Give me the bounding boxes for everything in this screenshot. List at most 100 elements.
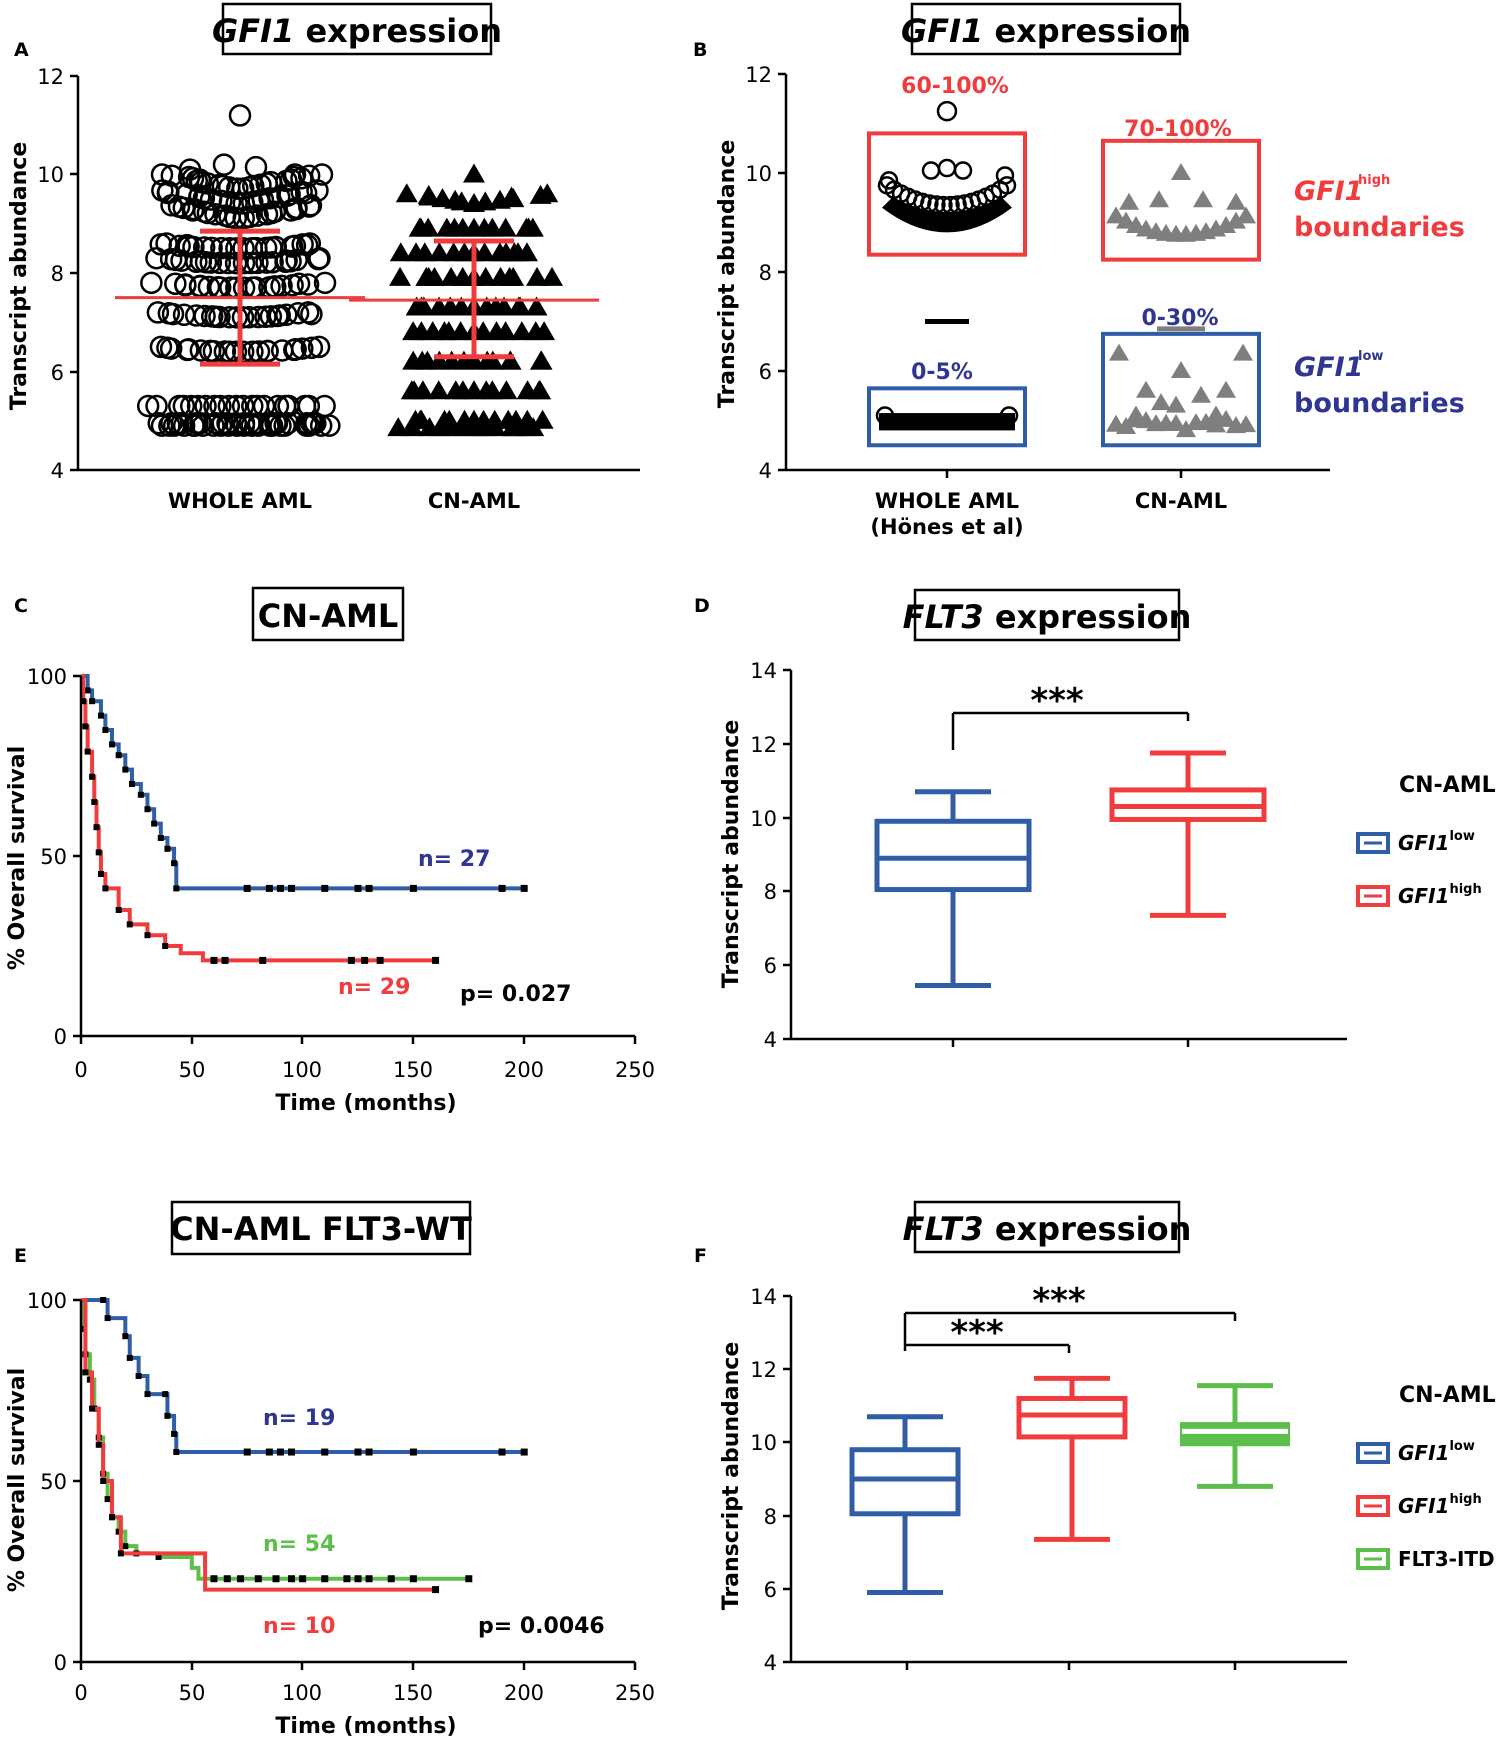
panel-a-circle-point	[150, 163, 174, 186]
panel-a-letter: A	[14, 39, 29, 61]
panel-e-x-tick-label: 200	[504, 1681, 544, 1705]
panel-f-y-tick-label: 8	[764, 1505, 777, 1529]
panel-c-censor-mark	[498, 884, 506, 892]
panel-b-triangle-point	[1206, 405, 1226, 423]
panel-a-triangle-point	[530, 350, 553, 370]
panel-d-y-tick-label: 6	[764, 954, 777, 978]
panel-a-circle-point	[270, 274, 293, 298]
panel-b-whole-low-label: 0-5%	[911, 360, 973, 385]
panel-a-circle-point	[228, 104, 252, 127]
panel-e-y-tick-label: 50	[40, 1470, 67, 1494]
panel-a-triangle-point	[515, 242, 538, 262]
panel-e-title-box	[170, 1200, 472, 1256]
panel-c-survival-curve	[81, 674, 436, 963]
panel-a-circle-point	[208, 305, 231, 329]
panel-b-circle-point	[999, 406, 1019, 425]
panel-b-low-boundaries: boundaries	[1294, 388, 1465, 419]
panel-c-x-axis-title: Time (months)	[275, 1091, 456, 1116]
panel-a-triangle-point	[499, 350, 522, 370]
panel-a-circle-point	[189, 339, 213, 362]
panel-a-circle-point	[164, 272, 187, 295]
panel-a-triangle-point	[494, 321, 517, 341]
panel-a-triangle-point	[473, 242, 496, 262]
panel-f-title-box	[913, 1200, 1181, 1254]
panel-b-triangle-point	[1119, 192, 1139, 210]
panel-c-event-mark	[89, 773, 96, 780]
panel-e-series-label: n= 10	[263, 1614, 335, 1639]
panel-a-circle-point	[263, 200, 287, 223]
panel-b-high-word: GFI1	[1294, 176, 1363, 207]
panel-c-censor-mark	[354, 884, 362, 892]
panel-e-event-mark	[164, 1412, 171, 1419]
panel-b-circle-point	[995, 166, 1015, 185]
panel-c-censor-mark	[347, 956, 355, 964]
panel-f-box	[1180, 1422, 1290, 1447]
panel-a-triangle-point	[500, 186, 523, 206]
panel-a-circle-point	[199, 251, 223, 274]
panel-b-triangle-point	[1236, 206, 1256, 224]
panel-b-triangle-point	[1171, 163, 1191, 180]
panel-a-circle-point	[193, 304, 216, 328]
panel-c-y-tick-label: 0	[54, 1025, 67, 1049]
panel-a-circle-point	[285, 248, 308, 272]
panel-b-boundary-box	[1101, 138, 1261, 262]
panel-e-event-mark	[104, 1315, 111, 1322]
panel-a-circle-point	[179, 394, 203, 418]
panel-a-circle-point	[296, 301, 320, 324]
panel-d-legend-label: GFI1low	[1398, 829, 1475, 855]
panel-d-legend-swatch	[1356, 885, 1390, 907]
panel-a-circle-point	[136, 394, 160, 418]
panel-a-circle-point	[196, 172, 220, 195]
panel-c-event-mark	[122, 766, 129, 773]
panel-b-triangle-point	[1149, 190, 1169, 208]
panel-b-high-boundaries: boundaries	[1294, 212, 1465, 243]
panel-a-circle-point	[194, 394, 217, 418]
panel-d-y-axis-title: Transcript abundance	[719, 720, 744, 989]
panel-b-triangle-point	[1226, 192, 1246, 210]
panel-c-censor-mark	[259, 956, 267, 964]
panel-e-event-mark	[100, 1478, 107, 1484]
panel-b-low-sup: low	[1358, 349, 1383, 364]
panel-a-circle-point	[300, 336, 324, 360]
panel-b-boundary-box	[867, 131, 1027, 257]
panel-c-censor-mark	[265, 884, 273, 892]
panel-e-censor-mark	[365, 1448, 373, 1456]
panel-d-y-tick-label: 10	[750, 807, 777, 831]
panel-a-triangle-point	[494, 217, 517, 237]
panel-c-censor-mark	[520, 884, 528, 892]
panel-e-event-mark	[173, 1449, 180, 1456]
panel-a-circle-point	[247, 340, 271, 363]
panel-a-circle-point	[168, 234, 191, 258]
panel-e-event-mark	[162, 1391, 169, 1398]
panel-e-event-mark	[122, 1333, 129, 1340]
panel-e-censor-mark	[272, 1575, 280, 1583]
panel-d-legend-label: GFI1high	[1398, 882, 1482, 908]
panel-a-circle-point	[246, 204, 269, 227]
panel-f-y-tick-label: 12	[750, 1358, 777, 1382]
panel-e-censor-mark	[254, 1575, 262, 1583]
panel-e-event-mark	[89, 1405, 96, 1412]
panel-d-title: FLT3 expression	[903, 598, 1192, 636]
panel-b-letter: B	[693, 39, 707, 61]
panel-c-event-mark	[97, 712, 104, 719]
panel-c-event-mark	[171, 860, 178, 867]
panel-b-triangle-point	[1116, 417, 1136, 435]
panel-b-cn-high-label: 70-100%	[1124, 117, 1232, 142]
panel-a: A GFI1 expression Transcript abundance 1…	[7, 2, 640, 513]
panel-a-circle-point	[284, 338, 307, 361]
panel-e-event-mark	[117, 1550, 124, 1557]
panel-a-circle-point	[241, 394, 264, 418]
panel-f-letter: F	[694, 1245, 707, 1267]
panel-e-plot	[80, 1297, 528, 1594]
panel-b-circle-point	[953, 161, 973, 180]
panel-a-circle-point	[174, 274, 197, 297]
panel-c-event-mark	[162, 943, 169, 949]
panel-b-title-box	[910, 2, 1182, 56]
panel-a-triangle-point	[409, 217, 432, 237]
panel-a-triangle-point	[540, 266, 563, 286]
panel-c-censor-mark	[221, 956, 229, 964]
panel-d: D FLT3 expression Transcript abundance 1…	[694, 588, 1496, 1052]
panel-a-title-box	[221, 2, 493, 56]
panel-d-plot	[874, 750, 1267, 988]
panel-f-legend-label: GFI1high	[1398, 1492, 1482, 1518]
